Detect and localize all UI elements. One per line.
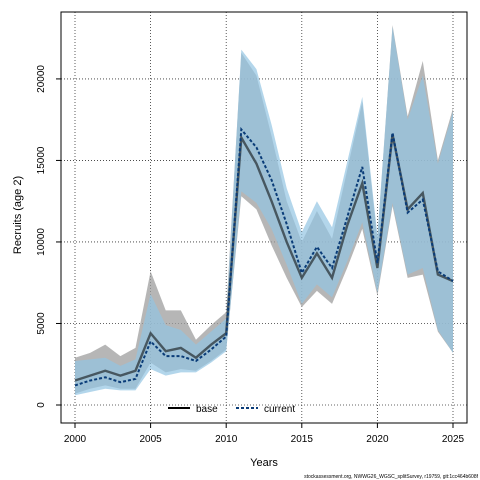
band-current [75,26,453,396]
legend-label-current: current [264,404,295,415]
footnote: stockassessment.org, NWWG26_WGSC_splitSu… [304,474,478,480]
x-axis-label: Years [250,457,278,469]
y-tick-label-20000: 20000 [36,65,47,93]
y-tick-label-5000: 5000 [36,312,47,335]
y-axis-label: Recruits (age 2) [12,176,24,254]
x-axis: 2000 2005 2010 2015 2020 2025 [64,422,465,445]
y-axis: 0 5000 10000 15000 20000 [36,65,62,408]
series-lines [74,126,454,387]
legend: base current [168,404,295,415]
x-tick-label-2005: 2005 [139,434,162,445]
x-tick-label-2010: 2010 [215,434,238,445]
x-tick-label-2020: 2020 [366,434,389,445]
legend-label-base: base [196,404,218,415]
x-tick-label-2000: 2000 [64,434,87,445]
y-tick-label-15000: 15000 [36,146,47,174]
y-tick-label-0: 0 [36,402,47,408]
y-tick-label-10000: 10000 [36,228,47,256]
x-tick-label-2025: 2025 [442,434,465,445]
confidence-bands [75,25,453,396]
x-tick-label-2015: 2015 [291,434,314,445]
series-line-current [74,126,454,387]
